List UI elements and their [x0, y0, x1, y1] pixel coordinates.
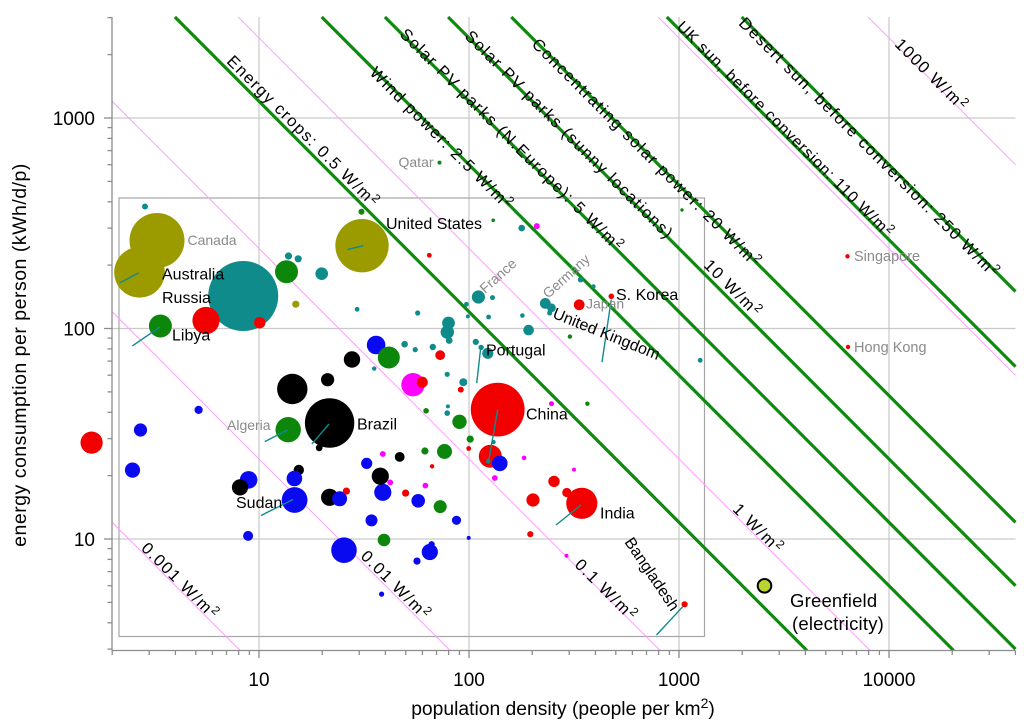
svg-text:Brazil: Brazil [357, 417, 397, 434]
svg-text:10: 10 [74, 530, 95, 551]
svg-text:Qatar: Qatar [399, 154, 434, 170]
svg-text:10000: 10000 [863, 670, 916, 691]
svg-text:China: China [526, 407, 568, 424]
svg-text:Portugal: Portugal [486, 343, 546, 360]
svg-text:(electricity): (electricity) [792, 613, 884, 634]
svg-text:Singapore: Singapore [854, 249, 920, 265]
svg-text:10: 10 [248, 670, 269, 691]
svg-text:Libya: Libya [172, 328, 210, 345]
svg-text:S. Korea: S. Korea [616, 287, 678, 304]
svg-text:Canada: Canada [188, 232, 237, 248]
svg-text:energy consumption per person: energy consumption per person (kWh/d/p) [9, 163, 31, 547]
svg-text:100: 100 [63, 319, 95, 340]
svg-text:United States: United States [386, 216, 482, 233]
svg-text:100: 100 [453, 670, 485, 691]
svg-text:India: India [600, 506, 635, 523]
svg-text:Japan: Japan [586, 296, 624, 312]
svg-text:Russia: Russia [162, 290, 211, 307]
svg-text:Hong Kong: Hong Kong [854, 340, 927, 356]
svg-text:population density (people per: population density (people per km2) [411, 695, 715, 720]
svg-text:Australia: Australia [162, 267, 224, 284]
svg-text:1000: 1000 [658, 670, 700, 691]
svg-text:Algeria: Algeria [227, 417, 271, 433]
svg-text:Greenfield: Greenfield [790, 590, 877, 611]
svg-text:1000: 1000 [53, 109, 95, 130]
svg-text:Sudan: Sudan [236, 495, 282, 512]
